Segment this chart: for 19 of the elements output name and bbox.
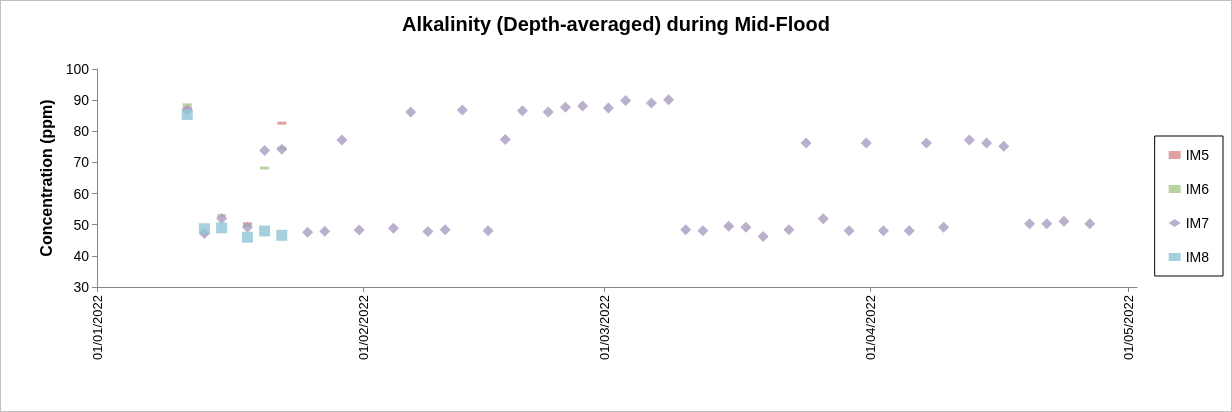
x-tick-label: 01/05/2022 — [1120, 295, 1136, 361]
legend-label: IM8 — [1185, 249, 1210, 265]
x-tick-label: 01/01/2022 — [89, 295, 105, 361]
legend-label: IM6 — [1185, 181, 1210, 197]
chart-title: Alkalinity (Depth-averaged) during Mid-Flood — [402, 13, 830, 35]
y-tick-label: 70 — [73, 154, 90, 171]
y-axis-title: Concentration (ppm) — [38, 99, 56, 257]
x-tick-label: 01/04/2022 — [863, 295, 879, 361]
y-tick-label: 60 — [73, 185, 90, 202]
legend-label: IM5 — [1185, 147, 1210, 163]
y-tick-label: 40 — [73, 247, 90, 264]
x-tick-label: 01/03/2022 — [596, 295, 612, 361]
legend-label: IM7 — [1185, 215, 1210, 231]
y-tick-label: 100 — [65, 61, 90, 77]
y-tick-label: 50 — [73, 216, 90, 233]
y-tick-label: 80 — [73, 123, 90, 140]
y-tick-label: 90 — [73, 92, 90, 109]
x-tick-label: 01/02/2022 — [355, 295, 371, 361]
y-tick-label: 30 — [73, 279, 90, 295]
